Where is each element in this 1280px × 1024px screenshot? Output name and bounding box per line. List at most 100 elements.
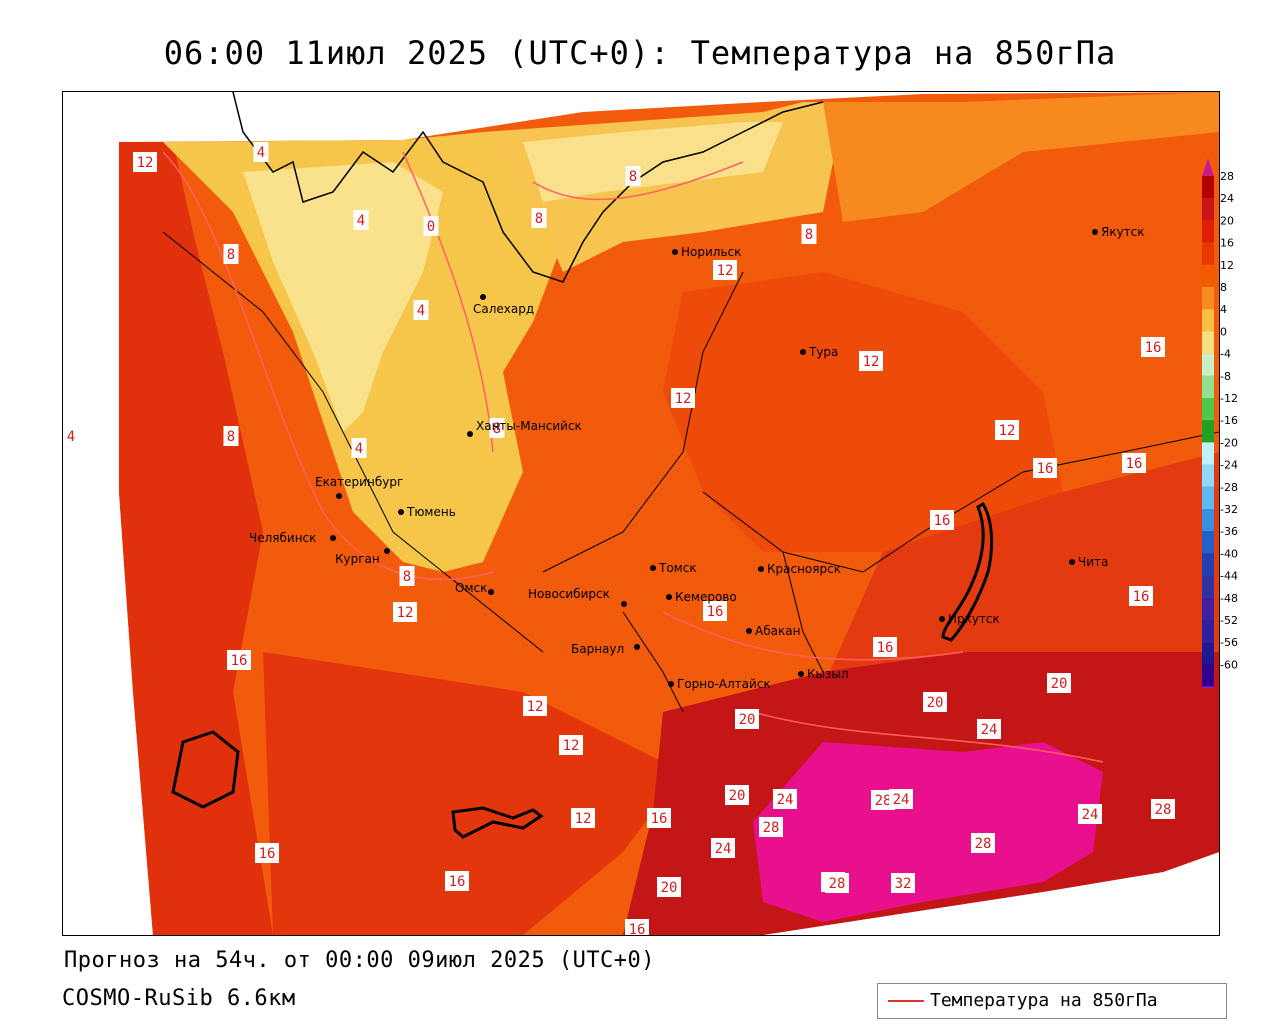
scale-label: -16	[1220, 414, 1238, 427]
domain-fill-8-taimyr	[823, 92, 1219, 222]
city-marker	[800, 349, 806, 355]
isotherm-label-box	[1122, 453, 1146, 473]
scale-swatch	[1202, 597, 1214, 620]
city-marker	[330, 535, 336, 541]
map-canvas: 12 4 4 0 8 4 8 8 8 12 4 8 12 12 16 4 8 12 16 16 16 16 8 12 16 16 1…	[63, 92, 1219, 935]
city-marker	[758, 566, 764, 572]
city-label: Екатеринбург	[315, 475, 403, 489]
isotherm-label-box	[223, 244, 239, 264]
isotherm-label: 16	[651, 811, 668, 827]
scale-label: -24	[1220, 459, 1238, 472]
scale-swatch	[1202, 442, 1214, 465]
isotherm-label-box	[735, 709, 759, 729]
scale-bottom-arrow	[1202, 686, 1214, 705]
isotherm-label-box	[255, 843, 279, 863]
isotherm-label: 4	[257, 145, 265, 161]
isotherm-label: 8	[227, 247, 235, 263]
city-label: Абакан	[755, 624, 800, 638]
isotherm-label: 28	[829, 876, 846, 892]
isotherm-label: 12	[675, 391, 692, 407]
scale-swatch	[1202, 176, 1214, 199]
isotherm-label: 16	[231, 653, 248, 669]
isotherm-label-box	[253, 142, 269, 162]
legend-label: Температура на 850гПа	[930, 990, 1158, 1011]
isotherm-label-box	[393, 602, 417, 622]
domain-fill-0-core	[243, 162, 443, 432]
isotherm-label: 0	[427, 219, 435, 235]
isotherm-label-box	[133, 152, 157, 172]
isotherm-label-box	[891, 873, 915, 893]
scale-label: -4	[1220, 348, 1231, 361]
isotherm-label-box	[773, 789, 797, 809]
isotherm-label: 20	[729, 788, 746, 804]
isotherm-label: 20	[1051, 676, 1068, 692]
isotherm-label-box	[801, 224, 817, 244]
isotherm-label-box	[399, 566, 415, 586]
isotherm-label: 12	[863, 354, 880, 370]
isotherm-label-box	[725, 785, 749, 805]
isotherm-label-box	[1129, 586, 1153, 606]
legend-line-swatch	[888, 1000, 924, 1002]
isotherm-label: 16	[1133, 589, 1150, 605]
scale-swatch	[1202, 220, 1214, 243]
isotherm-label: 12	[137, 155, 154, 171]
city-marker	[1092, 229, 1098, 235]
isotherm-label-box	[1047, 673, 1071, 693]
scale-swatch	[1202, 264, 1214, 287]
scale-label: 16	[1220, 237, 1234, 250]
isotherm-label-box	[977, 719, 1001, 739]
scale-label: -12	[1220, 392, 1238, 405]
city-marker	[621, 601, 627, 607]
city-label: Кемерово	[675, 590, 737, 604]
scale-label: 0	[1220, 325, 1227, 338]
scale-label: -44	[1220, 570, 1238, 583]
isotherm-label: 16	[1126, 456, 1143, 472]
isotherm-label-box	[923, 692, 947, 712]
isotherm-label: 12	[999, 423, 1016, 439]
scale-swatch	[1202, 198, 1214, 221]
isotherm-label: 8	[227, 429, 235, 445]
city-marker	[398, 509, 404, 515]
isotherm-label-box	[1078, 804, 1102, 824]
scale-swatch	[1202, 486, 1214, 509]
isotherm-lines	[162, 151, 1104, 763]
city-marker	[480, 294, 486, 300]
city-label: Новосибирск	[528, 587, 610, 601]
domain-fill-12-central	[663, 272, 1063, 552]
city-label: Норильск	[681, 245, 741, 259]
scale-swatch	[1202, 309, 1214, 332]
scale-label: -32	[1220, 503, 1238, 516]
isotherm-label-box	[423, 216, 439, 236]
city-marker	[939, 616, 945, 622]
city-label: Салехард	[473, 302, 534, 316]
city-label: Томск	[658, 561, 697, 575]
isotherm-label: 24	[1082, 807, 1099, 823]
domain-fill-16-south	[263, 652, 683, 935]
forecast-info: Прогноз на 54ч. от 00:00 09июл 2025 (UTC…	[64, 948, 656, 973]
isotherm-label-box	[703, 601, 727, 621]
scale-label: -36	[1220, 525, 1238, 538]
city-marker	[746, 628, 752, 634]
city-label: Тюмень	[406, 505, 456, 519]
isotherm-label: 20	[739, 712, 756, 728]
isotherm-label: 12	[717, 263, 734, 279]
city-marker	[668, 681, 674, 687]
isotherm-label-box	[559, 735, 583, 755]
isotherm-label: 28	[975, 836, 992, 852]
city-label: Кызыл	[807, 667, 849, 681]
domain-fill-16-west	[119, 142, 273, 935]
isotherm-label: 32	[895, 876, 912, 892]
city-layer: Норильск Якутск Салехард Тура Ханты-Мансийск…	[249, 225, 1145, 691]
isotherm-label-box	[859, 351, 883, 371]
city-marker	[650, 565, 656, 571]
isotherm-label-box	[351, 438, 367, 458]
aral-sea	[171, 730, 240, 809]
isotherm-label: 4	[67, 429, 75, 445]
isotherm-label: 8	[629, 169, 637, 185]
isotherm-label: 28	[763, 820, 780, 836]
scale-swatch	[1202, 575, 1214, 598]
isotherm-label: 4	[355, 441, 363, 457]
color-scale-bar: 28 24 20 16 12 8 4 0 -4 -8 -12 -16 -20 -24 -28 -32 -36 -4…	[1198, 158, 1278, 705]
isotherm-label: 8	[403, 569, 411, 585]
isotherm-label: 8	[535, 211, 543, 227]
